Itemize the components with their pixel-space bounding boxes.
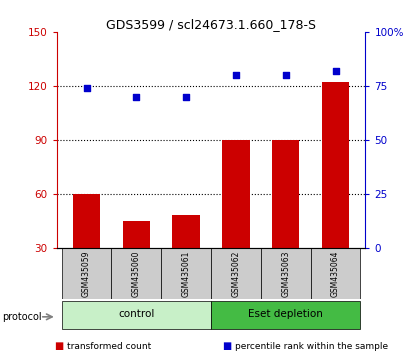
Bar xyxy=(62,248,111,299)
Text: GSM435061: GSM435061 xyxy=(182,250,191,297)
Text: control: control xyxy=(118,309,155,319)
Bar xyxy=(211,248,261,299)
Text: Eset depletion: Eset depletion xyxy=(248,309,323,319)
Bar xyxy=(322,82,349,248)
Bar xyxy=(222,140,249,248)
Bar xyxy=(311,248,360,299)
Bar xyxy=(111,248,161,299)
Point xyxy=(133,94,140,99)
Text: percentile rank within the sample: percentile rank within the sample xyxy=(235,342,388,351)
Bar xyxy=(73,194,100,248)
Text: GSM435060: GSM435060 xyxy=(132,250,141,297)
Bar xyxy=(62,301,211,329)
Text: GSM435059: GSM435059 xyxy=(82,250,91,297)
Text: ■: ■ xyxy=(223,341,232,351)
Bar xyxy=(272,140,299,248)
Bar xyxy=(261,248,311,299)
Bar xyxy=(173,215,200,248)
Bar xyxy=(211,301,360,329)
Text: transformed count: transformed count xyxy=(67,342,152,351)
Text: GSM435063: GSM435063 xyxy=(281,250,290,297)
Bar xyxy=(123,221,150,248)
Text: GSM435064: GSM435064 xyxy=(331,250,340,297)
Point xyxy=(332,68,339,74)
Point xyxy=(282,72,289,78)
Text: ■: ■ xyxy=(55,341,64,351)
Text: GSM435062: GSM435062 xyxy=(231,250,240,297)
Point xyxy=(233,72,239,78)
Text: protocol: protocol xyxy=(2,312,42,322)
Point xyxy=(183,94,189,99)
Bar xyxy=(161,248,211,299)
Title: GDS3599 / scl24673.1.660_178-S: GDS3599 / scl24673.1.660_178-S xyxy=(106,18,316,31)
Point xyxy=(83,85,90,91)
